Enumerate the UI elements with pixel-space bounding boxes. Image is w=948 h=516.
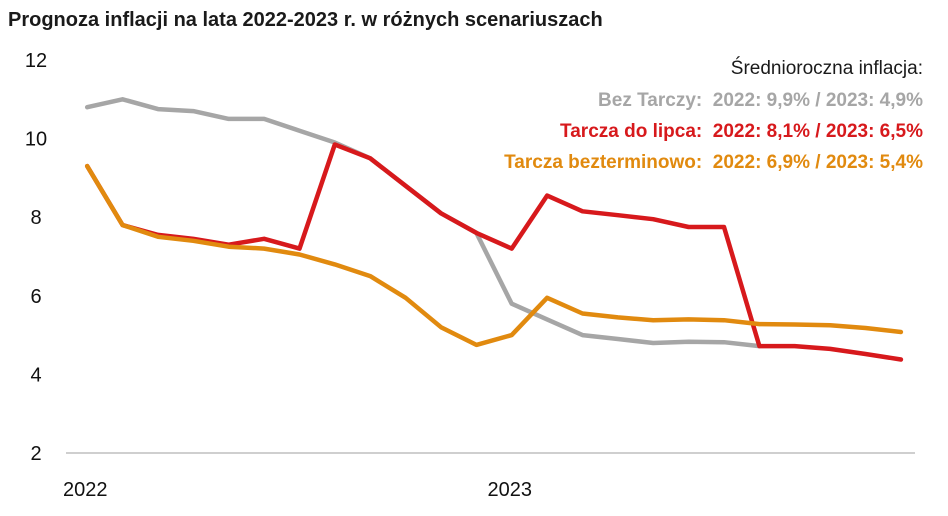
series-layer [84, 97, 904, 362]
legend-entry-tarcza-do-lipca: Tarcza do lipca: 2022: 8,1% / 2023: 6,5% [560, 121, 923, 143]
y-tick-label: 2 [30, 443, 41, 465]
legend-label: Tarcza bezterminowo: [504, 152, 703, 173]
x-tick-label: 2023 [487, 479, 532, 501]
series-line-tarcza-do-lipca [84, 142, 904, 362]
legend-entry-tarcza-bezterminowo: Tarcza bezterminowo: 2022: 6,9% / 2023: … [504, 152, 923, 174]
series-line-tarcza-bezterminowo [84, 163, 904, 348]
legend-value: 2022: 8,1% / 2023: 6,5% [712, 121, 923, 142]
y-tick-label: 10 [25, 129, 47, 151]
x-tick-label: 2022 [63, 479, 108, 501]
legend-heading: Średnioroczna inflacja: [730, 58, 923, 79]
legend-entry-bez-tarczy: Bez Tarczy: 2022: 9,9% / 2023: 4,9% [598, 90, 923, 112]
y-tick-label: 4 [30, 364, 41, 386]
y-tick-label: 6 [30, 286, 41, 308]
chart-title: Prognoza inflacji na lata 2022-2023 r. w… [8, 9, 603, 31]
legend-label: Bez Tarczy: [598, 90, 703, 111]
legend-label: Tarcza do lipca: [560, 121, 703, 142]
legend-value: 2022: 9,9% / 2023: 4,9% [712, 90, 923, 111]
legend-value: 2022: 6,9% / 2023: 5,4% [712, 152, 923, 173]
y-tick-label: 8 [30, 207, 41, 229]
axes: 2 4 6 8 10 12 2022 2023 [25, 50, 915, 501]
y-tick-label: 12 [25, 50, 47, 72]
